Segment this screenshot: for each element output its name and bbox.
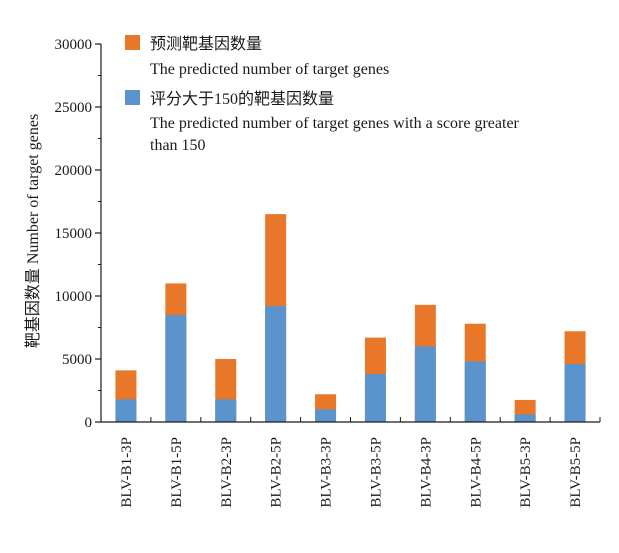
x-tick-label: BLV-B5-5P: [568, 437, 584, 508]
y-tick-label: 5000: [62, 352, 92, 368]
y-tick-label: 20000: [55, 163, 93, 179]
legend-label-score150-zh: 评分大于150的靶基因数量: [150, 90, 334, 108]
y-tick-label: 25000: [55, 100, 93, 116]
bar-score150-blv-b3-5p: [364, 374, 386, 422]
legend-swatch-predicted: [125, 35, 140, 50]
bar-score150-blv-b1-3p: [115, 399, 137, 422]
x-tick-label: BLV-B1-5P: [169, 437, 185, 508]
legend-label-score150-en-line2: than 150: [150, 137, 206, 154]
bar-score150-blv-b1-5p: [165, 314, 187, 422]
x-tick-label: BLV-B3-5P: [368, 437, 384, 508]
x-tick-label: BLV-B2-5P: [269, 437, 285, 508]
x-tick-label: BLV-B5-3P: [518, 437, 534, 508]
x-tick-label: BLV-B4-5P: [468, 437, 484, 508]
y-tick-label: 15000: [55, 226, 93, 242]
y-axis-label: 靶基因数量 Number of target genes: [24, 114, 42, 348]
bar-score150-blv-b4-5p: [464, 361, 486, 422]
bar-score150-blv-b5-3p: [514, 414, 536, 422]
legend-label-predicted-zh: 预测靶基因数量: [150, 35, 262, 53]
bar-score150-blv-b3-3p: [315, 409, 337, 422]
bar-score150-blv-b4-3p: [414, 346, 436, 422]
legend-label-score150-en-line1: The predicted number of target genes wit…: [150, 115, 520, 132]
x-tick-label: BLV-B1-3P: [119, 437, 135, 508]
bar-score150-blv-b2-3p: [215, 399, 237, 422]
y-tick-label: 0: [85, 415, 93, 431]
x-tick-label: BLV-B2-3P: [219, 437, 235, 508]
legend-label-predicted-en: The predicted number of target genes: [150, 61, 389, 78]
legend: 预测靶基因数量 The predicted number of target g…: [125, 35, 520, 154]
y-tick-label: 10000: [55, 289, 93, 305]
x-axis-ticks: BLV-B1-3P BLV-B1-5P BLV-B2-3P BLV-B2-5P BLV-…: [119, 417, 601, 508]
x-tick-label: BLV-B3-3P: [319, 437, 335, 508]
y-axis-ticks: 0 5000 10000 15000 20000 25000 30000: [55, 37, 101, 431]
y-tick-label: 30000: [55, 37, 93, 53]
bar-score150-blv-b5-5p: [564, 364, 586, 422]
legend-swatch-score150: [125, 90, 140, 105]
bar-score150-blv-b2-5p: [265, 306, 287, 422]
bars-group: [115, 214, 586, 422]
x-tick-label: BLV-B4-3P: [418, 437, 434, 508]
